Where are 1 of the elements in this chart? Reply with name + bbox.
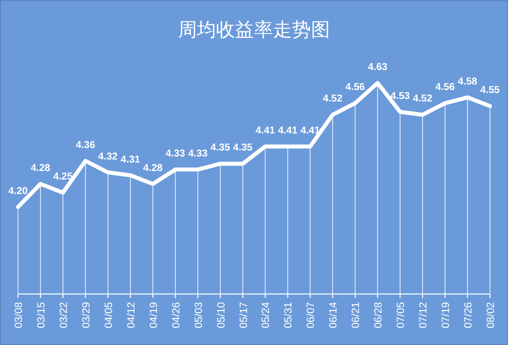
title: 周均收益率走势图 — [178, 20, 330, 41]
